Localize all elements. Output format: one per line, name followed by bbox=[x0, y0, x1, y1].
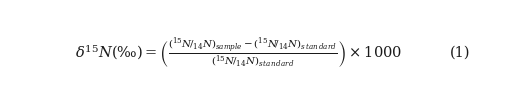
Text: (1): (1) bbox=[450, 46, 470, 60]
Text: $\delta^{15}N(\text{‰}) = \left( \frac{\left({}^{15}N\!/{}_{14}N\right)_{sample}: $\delta^{15}N(\text{‰}) = \left( \frac{\… bbox=[74, 36, 402, 70]
